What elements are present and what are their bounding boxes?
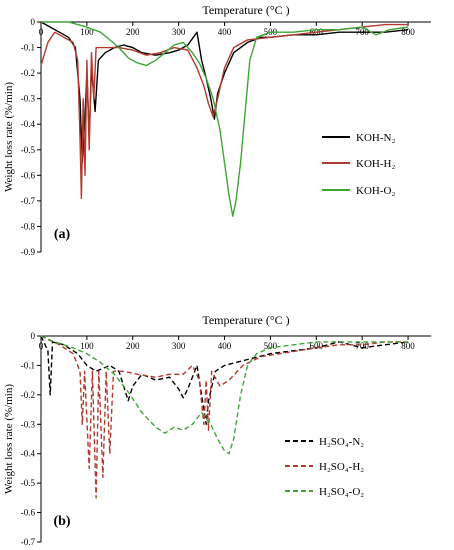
series-line-2 xyxy=(40,23,409,199)
x-tick-label: 300 xyxy=(172,341,186,351)
legend-label: H₂SO₄-O₂ xyxy=(319,486,364,498)
y-tick-label: -0.2 xyxy=(21,68,35,78)
y-tick-label: -0.5 xyxy=(21,145,36,155)
y-tick-label: -0.4 xyxy=(21,449,36,459)
x-tick-label: 0 xyxy=(39,27,44,37)
y-axis-label: Weight loss rate (%/min) xyxy=(3,384,15,494)
series-line-2 xyxy=(40,335,409,499)
y-tick-label: -0.5 xyxy=(21,478,36,488)
x-tick-label: 500 xyxy=(264,341,278,351)
x-tick-label: 800 xyxy=(401,341,415,351)
y-tick-label: -0.8 xyxy=(21,221,36,231)
x-tick-label: 600 xyxy=(310,341,324,351)
series-line-1 xyxy=(40,21,409,164)
legend-label: H₂SO₄-N₂ xyxy=(319,436,364,448)
y-tick-label: -0.7 xyxy=(21,537,36,547)
y-tick-label: 0 xyxy=(31,17,36,27)
y-tick-label: -0.3 xyxy=(21,419,36,429)
legend-label: H₂SO₄-H₂ xyxy=(319,461,364,473)
x-tick-label: 400 xyxy=(218,341,232,351)
x-tick-label: 100 xyxy=(80,341,94,351)
x-tick-label: 800 xyxy=(401,27,415,37)
legend-label: KOH-O₂ xyxy=(356,185,395,197)
series-line-1 xyxy=(40,335,409,425)
x-tick-label: 100 xyxy=(80,27,94,37)
y-tick-label: -0.6 xyxy=(21,170,36,180)
y-tick-label: -0.9 xyxy=(21,247,36,257)
x-tick-label: 400 xyxy=(218,27,232,37)
panel-label: (b) xyxy=(53,514,70,529)
x-tick-label: 700 xyxy=(355,341,369,351)
y-tick-label: -0.1 xyxy=(21,360,35,370)
y-tick-label: 0 xyxy=(31,331,36,341)
legend-label: KOH-N₂ xyxy=(356,132,395,144)
chart-title: Temperature (°C ) xyxy=(202,3,289,17)
y-tick-label: -0.1 xyxy=(21,43,35,53)
series-line-3 xyxy=(40,335,409,455)
y-tick-label: -0.6 xyxy=(21,508,36,518)
x-tick-label: 200 xyxy=(126,341,140,351)
series-line-3 xyxy=(41,21,409,217)
panel-label: (a) xyxy=(54,227,71,242)
y-tick-label: -0.2 xyxy=(21,390,35,400)
y-tick-label: -0.4 xyxy=(21,119,36,129)
x-tick-label: 0 xyxy=(39,341,44,351)
chart-panel-1: Temperature (°C ) Weight loss rate (%/min… xyxy=(3,3,431,257)
y-tick-label: -0.3 xyxy=(21,94,36,104)
chart-title: Temperature (°C ) xyxy=(202,313,289,327)
chart-panel-2: Temperature (°C ) Weight loss rate (%/min… xyxy=(3,313,431,547)
y-axis-label: Weight loss rate (%/min) xyxy=(3,82,15,192)
x-tick-label: 200 xyxy=(126,27,140,37)
y-tick-label: -0.7 xyxy=(21,196,36,206)
x-tick-label: 300 xyxy=(172,27,186,37)
legend-label: KOH-H₂ xyxy=(356,158,395,170)
